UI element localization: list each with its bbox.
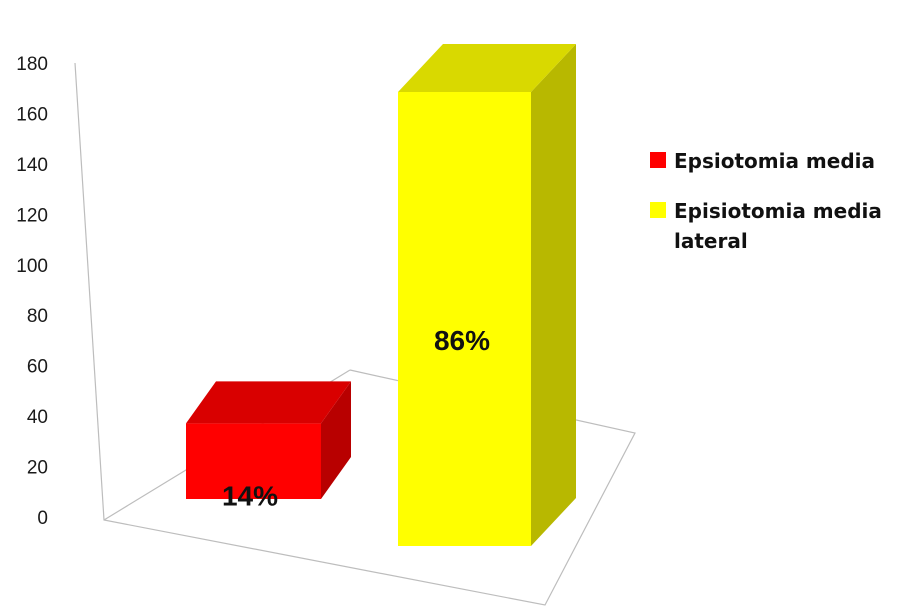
legend-label: Epsiotomia media [674,149,876,173]
bar-epsiotomia-media [186,381,351,499]
y-tick-label: 160 [16,104,48,125]
y-tick-label: 40 [27,407,48,428]
y-axis-ticks: 0 20 40 60 80 100 120 140 160 180 [16,54,48,529]
y-tick-label: 60 [27,357,48,378]
data-label: 14% [222,480,278,511]
y-tick-label: 140 [16,155,48,176]
legend: Epsiotomia media Episiotomia media later… [650,146,900,276]
y-tick-label: 80 [27,306,48,327]
legend-label: Episiotomia media lateral [674,199,882,253]
bars [186,44,576,546]
bar-episiotomia-media-lateral [398,44,576,546]
y-tick-label: 0 [37,508,48,529]
y-tick-label: 120 [16,205,48,226]
legend-swatch-yellow [650,202,666,218]
data-labels: 14% 86% [222,325,490,511]
y-tick-label: 100 [16,256,48,277]
data-label: 86% [434,325,490,356]
legend-item-episiotomia-media-lateral: Episiotomia media lateral [650,196,900,256]
legend-swatch-red [650,152,666,168]
y-tick-label: 180 [16,54,48,75]
y-tick-label: 20 [27,458,48,479]
legend-item-epsiotomia-media: Epsiotomia media [650,146,900,176]
